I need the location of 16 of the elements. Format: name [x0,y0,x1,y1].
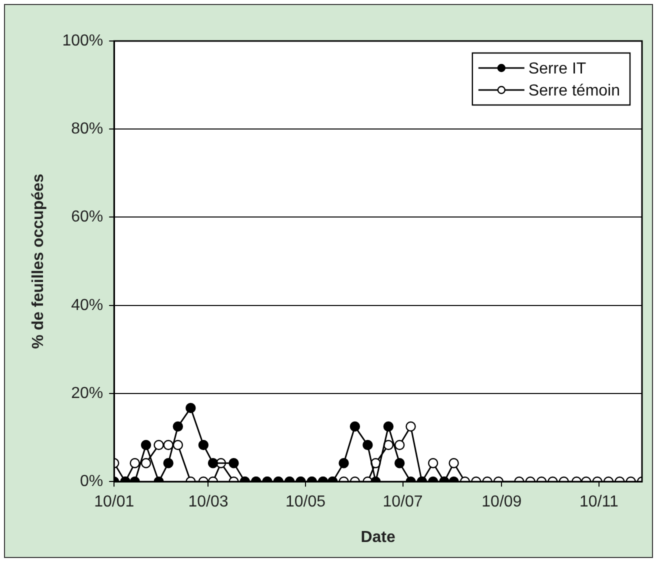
y-tick-label: 20% [71,384,104,402]
y-tick-label: 0% [80,473,104,490]
y-axis-title: % de feuilles occupées [30,174,48,349]
y-tick-label: 40% [71,296,104,314]
y-tick-label: 100% [62,32,104,50]
legend-label: Serre IT [528,60,586,78]
x-tick-label: 10/07 [382,494,423,511]
x-tick-label: 10/05 [285,494,326,511]
legend-label: Serre témoin [528,82,620,100]
y-tick-label: 80% [71,120,104,138]
x-tick-label: 10/11 [580,494,618,511]
x-tick-label: 10/01 [94,494,134,511]
y-tick-label: 60% [71,208,104,226]
x-tick-label: 10/09 [482,494,522,511]
x-axis-title: Date [360,528,396,546]
x-tick-label: 10/03 [188,494,228,511]
